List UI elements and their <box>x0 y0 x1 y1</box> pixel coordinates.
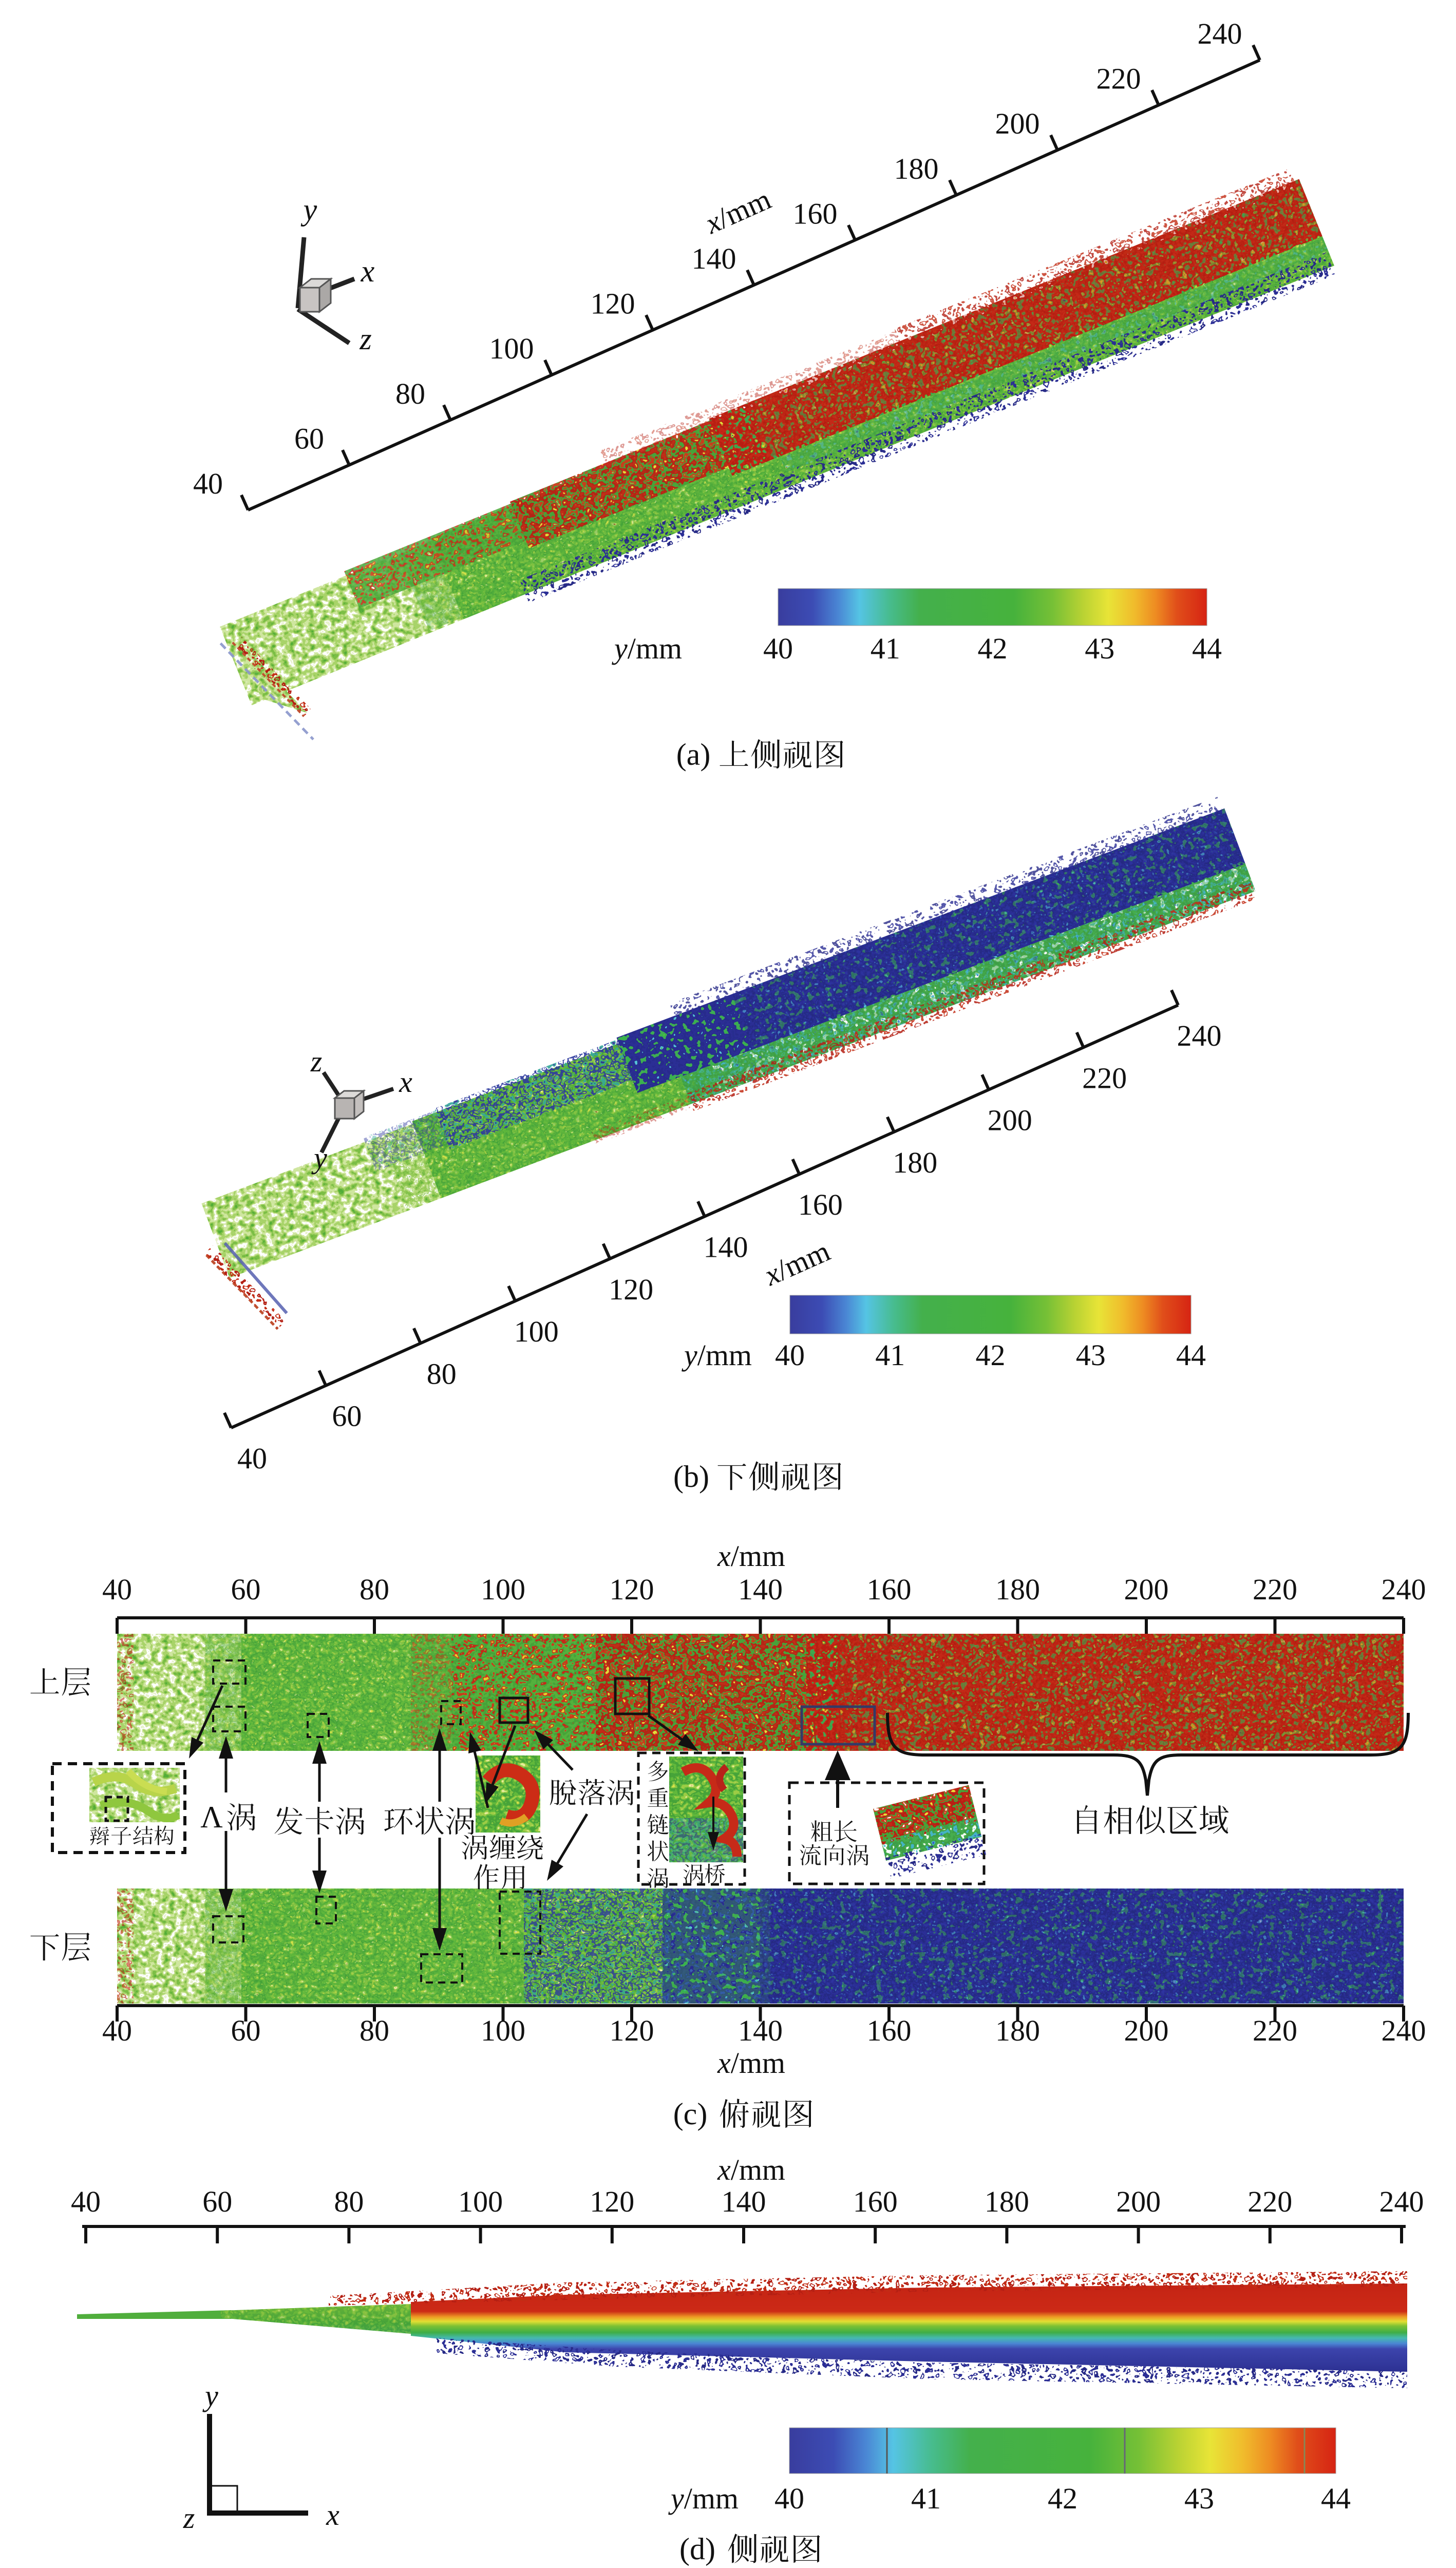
svg-text:240: 240 <box>1382 1573 1426 1606</box>
svg-text:42: 42 <box>976 1338 1006 1372</box>
svg-text:160: 160 <box>853 2185 898 2218</box>
svg-text:x/mm: x/mm <box>717 1539 785 1573</box>
svg-text:160: 160 <box>867 1573 912 1606</box>
svg-text:z: z <box>359 322 371 356</box>
svg-text:60: 60 <box>202 2185 232 2218</box>
svg-text:x: x <box>399 1065 412 1099</box>
svg-text:160: 160 <box>793 197 838 230</box>
svg-text:(d): (d) <box>679 2532 715 2566</box>
svg-text:220: 220 <box>1253 2014 1297 2047</box>
svg-text:160: 160 <box>798 1188 843 1221</box>
svg-text:140: 140 <box>738 2014 783 2047</box>
svg-text:80: 80 <box>334 2185 364 2218</box>
svg-text:180: 180 <box>995 2014 1040 2047</box>
svg-text:44: 44 <box>1192 632 1222 665</box>
svg-text:160: 160 <box>867 2014 912 2047</box>
svg-text:80: 80 <box>427 1357 457 1390</box>
svg-text:100: 100 <box>481 2014 525 2047</box>
svg-text:y/mm: y/mm <box>668 2482 739 2515</box>
svg-text:z: z <box>310 1045 323 1078</box>
svg-text:220: 220 <box>1247 2185 1292 2218</box>
svg-text:100: 100 <box>481 1573 525 1606</box>
svg-text:x/mm: x/mm <box>717 2153 785 2186</box>
svg-text:100: 100 <box>458 2185 503 2218</box>
svg-text:40: 40 <box>763 632 793 665</box>
svg-text:100: 100 <box>514 1315 559 1348</box>
svg-text:Λ: Λ <box>200 1800 223 1834</box>
svg-text:40: 40 <box>71 2185 101 2218</box>
svg-text:40: 40 <box>775 1338 805 1372</box>
svg-text:80: 80 <box>360 1573 389 1606</box>
svg-text:x: x <box>326 2498 339 2532</box>
svg-text:43: 43 <box>1076 1338 1106 1372</box>
svg-text:240: 240 <box>1177 1019 1222 1052</box>
svg-text:120: 120 <box>591 287 635 320</box>
svg-text:x/mm: x/mm <box>717 2046 785 2080</box>
svg-text:120: 120 <box>609 1273 653 1306</box>
svg-text:43: 43 <box>1184 2482 1214 2515</box>
svg-text:44: 44 <box>1176 1338 1206 1372</box>
svg-text:120: 120 <box>610 1573 654 1606</box>
svg-text:140: 140 <box>704 1231 748 1264</box>
svg-text:41: 41 <box>871 632 900 665</box>
svg-text:40: 40 <box>193 467 223 500</box>
svg-text:120: 120 <box>610 2014 654 2047</box>
svg-text:42: 42 <box>1048 2482 1077 2515</box>
svg-text:42: 42 <box>978 632 1008 665</box>
svg-text:180: 180 <box>985 2185 1029 2218</box>
svg-text:41: 41 <box>911 2482 941 2515</box>
svg-text:240: 240 <box>1379 2185 1424 2218</box>
svg-text:180: 180 <box>893 1146 937 1179</box>
svg-text:240: 240 <box>1198 17 1242 50</box>
svg-text:100: 100 <box>489 332 534 365</box>
svg-text:60: 60 <box>231 1573 261 1606</box>
svg-text:80: 80 <box>360 2014 389 2047</box>
svg-text:40: 40 <box>102 1573 132 1606</box>
svg-text:180: 180 <box>995 1573 1040 1606</box>
svg-text:x: x <box>361 254 375 288</box>
svg-text:(b): (b) <box>673 1460 709 1494</box>
svg-text:140: 140 <box>738 1573 783 1606</box>
svg-text:200: 200 <box>1124 2014 1169 2047</box>
svg-text:220: 220 <box>1096 62 1141 96</box>
svg-text:44: 44 <box>1321 2482 1351 2515</box>
svg-text:41: 41 <box>875 1338 905 1372</box>
svg-text:y/mm: y/mm <box>682 1338 752 1372</box>
svg-text:40: 40 <box>237 1442 267 1475</box>
svg-text:200: 200 <box>988 1104 1032 1137</box>
svg-text:180: 180 <box>894 152 939 185</box>
svg-text:220: 220 <box>1253 1573 1297 1606</box>
svg-text:(c): (c) <box>673 2097 708 2131</box>
svg-text:43: 43 <box>1085 632 1114 665</box>
svg-text:y: y <box>202 2379 218 2412</box>
svg-text:120: 120 <box>590 2185 634 2218</box>
svg-text:y: y <box>311 1141 327 1175</box>
svg-text:40: 40 <box>774 2482 804 2515</box>
svg-text:140: 140 <box>722 2185 766 2218</box>
svg-text:y: y <box>300 193 317 226</box>
svg-text:60: 60 <box>231 2014 261 2047</box>
svg-text:z: z <box>183 2501 195 2535</box>
svg-text:140: 140 <box>692 242 736 275</box>
svg-text:40: 40 <box>102 2014 132 2047</box>
svg-text:200: 200 <box>1124 1573 1169 1606</box>
svg-text:(a): (a) <box>676 738 711 771</box>
svg-text:220: 220 <box>1082 1061 1127 1094</box>
svg-text:200: 200 <box>1116 2185 1161 2218</box>
svg-text:200: 200 <box>995 107 1040 140</box>
svg-text:y/mm: y/mm <box>612 632 682 665</box>
svg-text:60: 60 <box>294 422 324 455</box>
svg-text:240: 240 <box>1382 2014 1426 2047</box>
svg-text:60: 60 <box>332 1400 362 1433</box>
svg-text:80: 80 <box>395 377 425 410</box>
